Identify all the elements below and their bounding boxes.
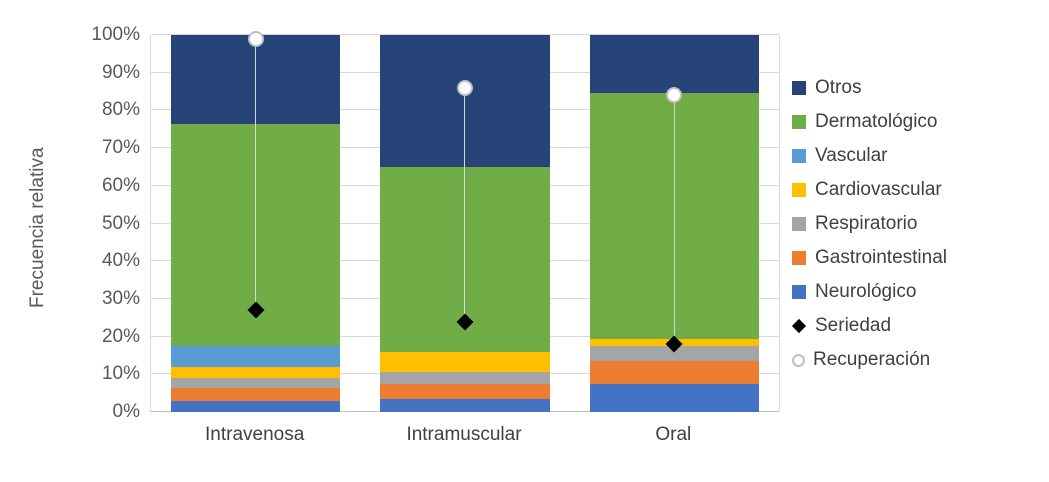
bar-column-oral bbox=[570, 35, 779, 412]
x-axis-label-intravenosa: Intravenosa bbox=[205, 424, 305, 445]
legend: Otros Dermatológico Vascular Cardiovascular… bbox=[791, 76, 947, 382]
legend-item-dermatologico: Dermatológico bbox=[792, 110, 947, 134]
legend-label: Gastrointestinal bbox=[815, 247, 948, 268]
legend-label: Dermatológico bbox=[815, 111, 938, 132]
segment-neurologico bbox=[170, 400, 341, 412]
segment-neurologico bbox=[380, 398, 550, 412]
marker-connector-line bbox=[464, 87, 466, 322]
legend-item-respiratorio: Respiratorio bbox=[792, 212, 947, 236]
y-tick-label: 10% bbox=[101, 363, 140, 385]
legend-label: Neurológico bbox=[815, 281, 917, 302]
y-tick-label: 90% bbox=[101, 61, 140, 83]
y-tick-label: 50% bbox=[101, 212, 140, 234]
legend-label: Respiratorio bbox=[815, 213, 918, 234]
marker-connector-line bbox=[673, 95, 675, 345]
legend-square-icon bbox=[792, 285, 806, 299]
legend-item-recuperacion: Recuperación bbox=[792, 348, 947, 372]
segment-otros bbox=[589, 35, 760, 94]
recuperacion-marker bbox=[247, 30, 264, 47]
y-tick-label: 80% bbox=[101, 99, 140, 121]
x-axis-label-oral: Oral bbox=[655, 424, 692, 445]
y-tick-label: 40% bbox=[101, 250, 140, 272]
segment-gastrointestinal bbox=[380, 383, 550, 399]
segment-neurologico bbox=[589, 383, 760, 412]
legend-label: Cardiovascular bbox=[815, 179, 942, 200]
segment-respiratorio bbox=[170, 378, 341, 388]
legend-item-seriedad: Seriedad bbox=[791, 314, 947, 338]
segment-respiratorio bbox=[589, 346, 760, 362]
recuperacion-marker bbox=[666, 87, 683, 104]
x-axis: Intravenosa Intramuscular Oral bbox=[150, 424, 778, 446]
legend-square-icon bbox=[792, 81, 806, 95]
segment-cardiovascular bbox=[170, 366, 341, 379]
y-axis: 0% 10% 20% 30% 40% 50% 60% 70% 80% 90% 100% bbox=[55, 24, 140, 422]
legend-item-otros: Otros bbox=[792, 76, 947, 100]
y-tick-label: 30% bbox=[101, 287, 140, 309]
segment-cardiovascular bbox=[380, 351, 550, 373]
gridline bbox=[151, 34, 779, 35]
legend-square-icon bbox=[792, 251, 806, 265]
marker-connector-line bbox=[255, 38, 257, 311]
legend-square-icon bbox=[792, 217, 806, 231]
legend-item-vascular: Vascular bbox=[792, 144, 947, 168]
legend-square-icon bbox=[792, 183, 806, 197]
legend-item-cardiovascular: Cardiovascular bbox=[792, 178, 947, 202]
legend-square-icon bbox=[792, 149, 806, 163]
legend-label: Seriedad bbox=[815, 315, 892, 336]
legend-label: Vascular bbox=[815, 145, 888, 166]
legend-diamond-icon bbox=[791, 318, 807, 334]
y-tick-label: 60% bbox=[101, 174, 140, 196]
bars bbox=[151, 30, 779, 412]
segment-respiratorio bbox=[380, 372, 550, 384]
plot-area bbox=[150, 30, 780, 412]
y-tick-label: 100% bbox=[91, 24, 140, 45]
legend-circle-icon bbox=[792, 353, 805, 367]
x-axis-label-intramuscular: Intramuscular bbox=[406, 424, 522, 445]
y-tick-label: 0% bbox=[112, 401, 140, 422]
segment-vascular bbox=[170, 346, 341, 367]
segment-gastrointestinal bbox=[170, 387, 341, 401]
legend-label: Otros bbox=[815, 77, 862, 98]
legend-item-neurologico: Neurológico bbox=[792, 280, 947, 304]
recuperacion-marker bbox=[456, 79, 473, 96]
y-tick-label: 20% bbox=[101, 325, 140, 347]
y-axis-title: Frecuencia relativa bbox=[27, 147, 48, 309]
legend-square-icon bbox=[792, 115, 806, 129]
bar-column-intramuscular bbox=[360, 35, 569, 412]
legend-label: Recuperación bbox=[813, 349, 931, 370]
segment-gastrointestinal bbox=[589, 361, 760, 384]
bar-column-intravenosa bbox=[151, 30, 360, 412]
y-tick-label: 70% bbox=[101, 137, 140, 159]
legend-item-gastrointestinal: Gastrointestinal bbox=[792, 246, 947, 270]
